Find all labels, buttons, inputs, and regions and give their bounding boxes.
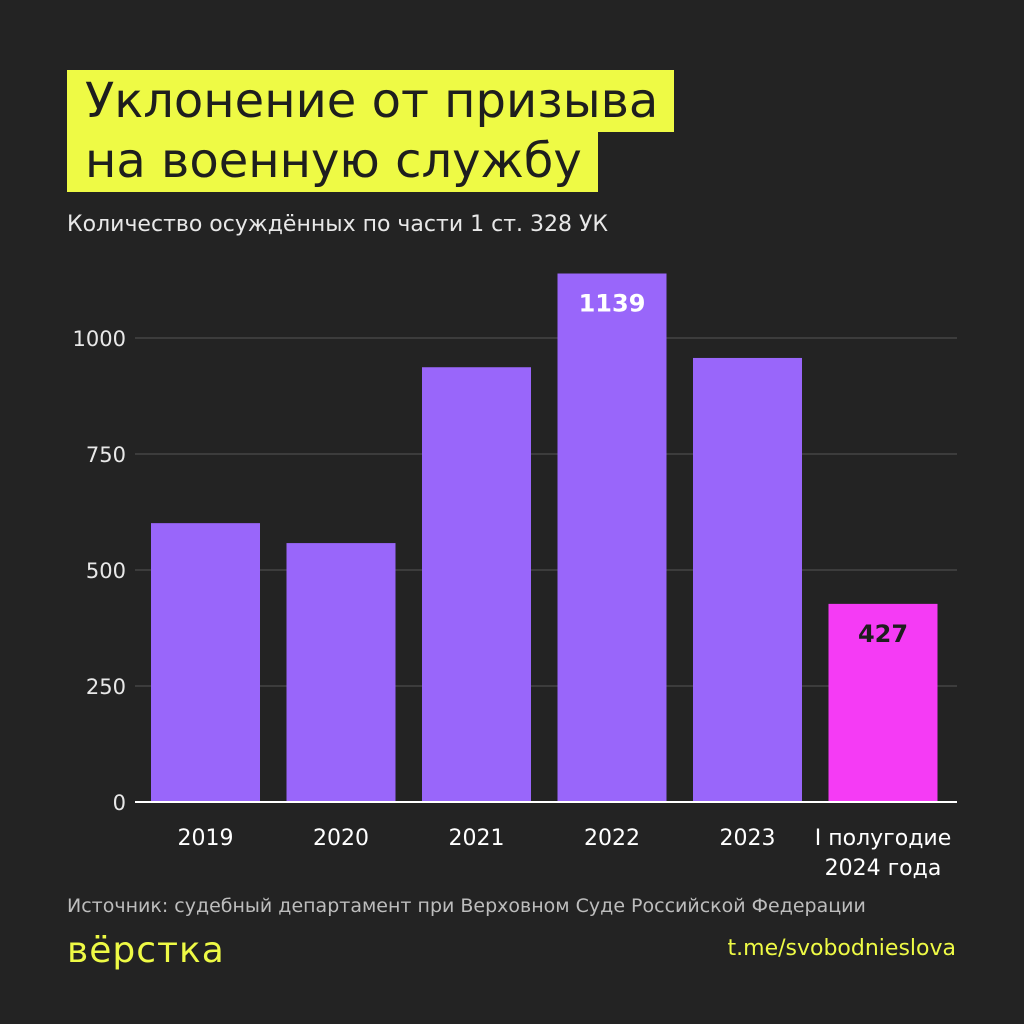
bar-1 [286, 543, 396, 802]
x-tick-label: 2020 [313, 826, 369, 851]
bar-3 [557, 273, 667, 802]
y-tick-label: 0 [113, 791, 126, 815]
x-tick-label: 2019 [178, 826, 234, 851]
y-tick-label: 250 [86, 675, 126, 699]
logo: вёрстка [67, 930, 225, 971]
x-tick-label: I полугодие [815, 826, 951, 851]
x-tick-label: 2024 года [825, 856, 942, 881]
data-label: 427 [858, 620, 908, 648]
chart-subtitle: Количество осуждённых по части 1 ст. 328… [67, 212, 609, 237]
data-label: 1139 [579, 290, 646, 318]
bar-0 [151, 523, 260, 802]
y-tick-label: 1000 [73, 327, 126, 351]
x-tick-label: 2023 [720, 826, 776, 851]
x-tick-label: 2021 [449, 826, 505, 851]
source-note: Источник: судебный департамент при Верхо… [67, 895, 866, 917]
title-line-1: Уклонение от призыва [67, 70, 675, 132]
bar-2 [422, 367, 531, 802]
title-line-2: на военную службу [67, 130, 598, 192]
y-tick-label: 500 [86, 559, 126, 583]
bar-4 [693, 357, 802, 802]
bar-5 [828, 603, 938, 802]
x-tick-label: 2022 [584, 826, 640, 851]
y-tick-label: 750 [86, 443, 126, 467]
telegram-link[interactable]: t.me/svobodnieslova [727, 936, 956, 961]
